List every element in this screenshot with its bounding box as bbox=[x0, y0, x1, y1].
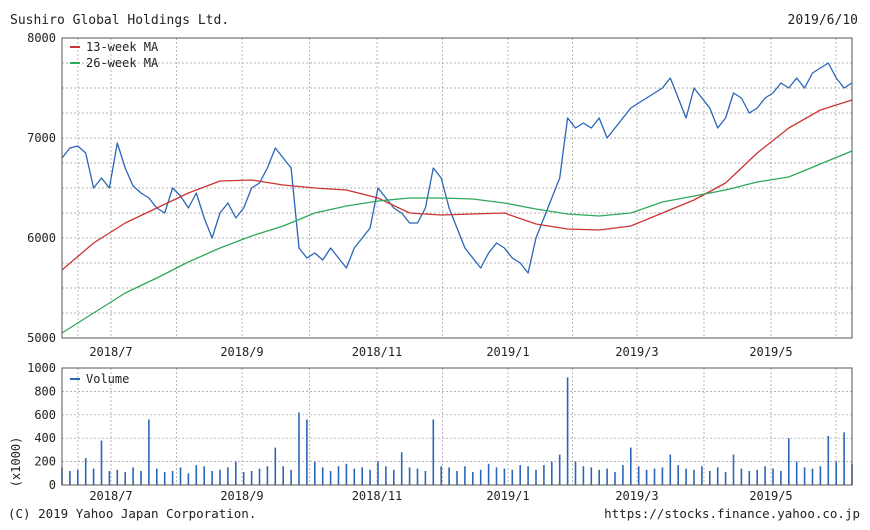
chart-date: 2019/6/10 bbox=[787, 13, 858, 28]
volume-y-tick-label: 800 bbox=[34, 384, 56, 398]
price-panel-frame bbox=[61, 37, 853, 339]
volume-x-tick-label: 2018/11 bbox=[352, 489, 403, 503]
price-x-tick-label: 2018/11 bbox=[352, 345, 403, 359]
price-x-tick-label: 2018/7 bbox=[89, 345, 132, 359]
price-x-tick-label: 2019/3 bbox=[615, 345, 658, 359]
volume-x-tick-label: 2018/9 bbox=[220, 489, 263, 503]
volume-y-tick-label: 0 bbox=[49, 478, 56, 492]
volume-y-tick-label: 400 bbox=[34, 431, 56, 445]
volume-x-tick-label: 2018/7 bbox=[89, 489, 132, 503]
price-y-tick-label: 8000 bbox=[27, 31, 56, 45]
ma26-line bbox=[61, 150, 853, 334]
legend-label-ma26: 26-week MA bbox=[86, 56, 159, 70]
volume-y-tick-label: 200 bbox=[34, 455, 56, 469]
price-x-tick-label: 2019/5 bbox=[749, 345, 792, 359]
volume-y-tick-label: 1000 bbox=[27, 361, 56, 375]
price-y-tick-label: 6000 bbox=[27, 231, 56, 245]
volume-x-tick-label: 2019/3 bbox=[615, 489, 658, 503]
ma13-line bbox=[61, 99, 853, 271]
price-x-tick-label: 2018/9 bbox=[220, 345, 263, 359]
volume-y-tick-label: 600 bbox=[34, 408, 56, 422]
price-panel: 5000 6000 7000 8000 2018/7 2018/9 2018/11 2019/… bbox=[27, 31, 853, 359]
price-x-tick-label: 2019/1 bbox=[486, 345, 529, 359]
volume-panel-frame bbox=[61, 367, 853, 486]
volume-y-axis-label: (x1000) bbox=[9, 437, 23, 488]
volume-x-tick-label: 2019/1 bbox=[486, 489, 529, 503]
legend-label-ma13: 13-week MA bbox=[86, 40, 159, 54]
volume-panel: 0 200 400 600 800 1000 2018/7 2018/9 2018/11 2019… bbox=[9, 361, 853, 503]
copyright-text: (C) 2019 Yahoo Japan Corporation. bbox=[8, 506, 257, 521]
price-line bbox=[61, 62, 853, 274]
price-y-tick-label: 7000 bbox=[27, 131, 56, 145]
volume-x-tick-label: 2019/5 bbox=[749, 489, 792, 503]
price-y-tick-label: 5000 bbox=[27, 331, 56, 345]
legend-label-volume: Volume bbox=[86, 372, 129, 386]
source-url: https://stocks.finance.yahoo.co.jp bbox=[604, 506, 860, 521]
company-name: Sushiro Global Holdings Ltd. bbox=[10, 13, 230, 28]
